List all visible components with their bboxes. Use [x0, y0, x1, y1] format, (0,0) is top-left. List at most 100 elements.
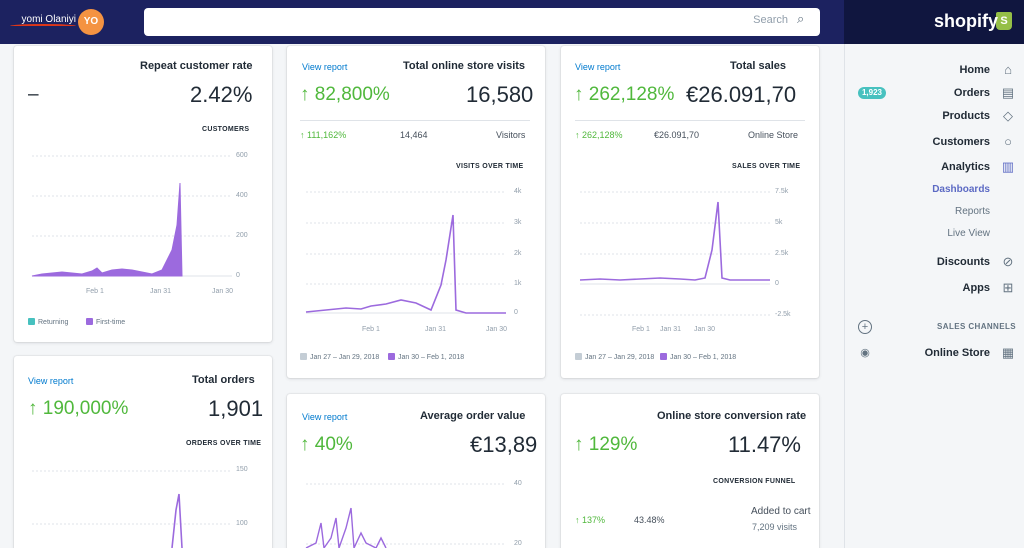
repeat-customer-change: – [28, 84, 39, 105]
apps-icon: ⊞ [1002, 280, 1014, 295]
sidebar-item-discounts[interactable]: Discounts [936, 256, 990, 268]
visits-row-label: Visitors [496, 130, 526, 140]
customers-chart [31, 155, 232, 277]
average-order-value-card [287, 394, 545, 548]
x-tick: Feb 1 [362, 326, 380, 333]
bar-chart-icon: ▥ [1001, 159, 1015, 174]
store-icon: ▦ [1001, 345, 1015, 360]
sidebar-sub-dashboards[interactable]: Dashboards [932, 184, 990, 195]
orders-over-time-heading: ORDERS OVER TIME [186, 440, 262, 447]
total-sales-view-report-link[interactable]: View report [575, 62, 621, 72]
sidebar [844, 44, 1024, 548]
customers-heading: CUSTOMERS [202, 126, 250, 133]
visits-value: 16,580 [466, 82, 534, 107]
tag-icon: ◇ [1003, 108, 1013, 123]
conversion-rate-value: 11.47% [728, 432, 801, 457]
sidebar-item-online-store[interactable]: Online Store [924, 347, 990, 359]
sidebar-sub-reports[interactable]: Reports [954, 206, 990, 217]
discount-icon: ⊘ [1002, 254, 1014, 269]
total-orders-card [14, 356, 272, 548]
shopify-bag-icon[interactable]: S [996, 12, 1012, 30]
y-tick: 20 [514, 540, 522, 547]
y-tick: 5k [775, 219, 783, 226]
orders-view-report-link[interactable]: View report [28, 376, 74, 386]
sidebar-item-home[interactable]: Home [959, 64, 990, 76]
average-order-value-change: ↑ 40% [300, 434, 353, 455]
aov-series-line [305, 507, 387, 548]
sales-channels-heading: SALES CHANNELS [937, 322, 1016, 331]
search-input[interactable] [144, 8, 820, 36]
y-tick: 1k [514, 280, 522, 287]
eye-icon[interactable]: ◉ [860, 347, 870, 359]
repeat-customer-title: Repeat customer rate [140, 60, 253, 72]
y-tick: 4k [514, 188, 522, 195]
orders-series-line [171, 493, 183, 548]
sidebar-item-products[interactable]: Products [942, 110, 990, 122]
search-placeholder: Search [753, 14, 788, 26]
y-tick: 7.5k [775, 188, 789, 195]
total-orders-change: ↑ 190,000% [28, 398, 129, 419]
divider [575, 120, 805, 121]
added-to-cart-visits: 7,209 visits [752, 522, 798, 532]
visits-series-line [305, 214, 506, 314]
total-sales-row-value: €26.091,70 [654, 130, 700, 140]
avatar[interactable]: YO [78, 9, 104, 35]
x-tick: Feb 1 [86, 288, 104, 295]
y-tick: 600 [236, 152, 248, 159]
repeat-customer-card [14, 46, 272, 342]
divider [300, 120, 530, 121]
x-tick: Jan 30 [212, 288, 234, 295]
y-tick: 0 [775, 280, 779, 287]
legend-current: Jan 30 – Feb 1, 2018 [660, 353, 736, 361]
person-icon: ○ [1004, 134, 1012, 149]
average-order-value: €13,89 [470, 432, 538, 457]
y-tick: 100 [236, 520, 248, 527]
sidebar-item-orders[interactable]: Orders [953, 87, 990, 99]
first-time-area [31, 182, 183, 277]
sidebar-item-apps[interactable]: Apps [962, 282, 991, 294]
sales-series-line [579, 201, 770, 281]
visits-title: Total online store visits [403, 60, 526, 72]
sales-over-time-chart [579, 191, 770, 316]
sidebar-sub-live-view[interactable]: Live View [947, 228, 990, 239]
y-tick: 40 [514, 480, 522, 487]
x-tick: Jan 31 [150, 288, 172, 295]
orders-badge: 1,923 [858, 87, 886, 99]
total-sales-card [561, 46, 819, 378]
added-to-cart-rate: 43.48% [634, 515, 665, 525]
legend-previous: Jan 27 – Jan 29, 2018 [575, 353, 654, 361]
total-sales-change: ↑ 262,128% [574, 84, 675, 105]
average-order-value-title: Average order value [420, 410, 526, 422]
conversion-rate-card [561, 394, 819, 548]
total-sales-title: Total sales [730, 60, 787, 72]
visits-row-value: 14,464 [400, 130, 428, 140]
visits-view-report-link[interactable]: View report [302, 62, 348, 72]
y-tick: 0 [236, 272, 240, 279]
home-icon: ⌂ [1004, 62, 1012, 77]
sales-over-time-heading: SALES OVER TIME [732, 163, 801, 170]
y-tick: 3k [514, 219, 522, 226]
aov-chart [305, 483, 506, 548]
orders-chart [32, 470, 232, 548]
total-sales-value: €26.091,70 [686, 82, 797, 107]
total-sales-row-label: Online Store [748, 130, 799, 140]
username[interactable]: yomi Olaniyi [21, 14, 76, 25]
visits-card [287, 46, 545, 378]
brand-area [844, 0, 1024, 44]
add-sales-channel-icon[interactable]: + [858, 320, 872, 334]
aov-view-report-link[interactable]: View report [302, 412, 348, 422]
sidebar-item-analytics[interactable]: Analytics [941, 161, 990, 173]
conversion-rate-change: ↑ 129% [574, 434, 638, 455]
y-tick: 2.5k [775, 250, 789, 257]
legend-current: Jan 30 – Feb 1, 2018 [388, 353, 464, 361]
visits-row-change: ↑ 111,162% [300, 130, 347, 140]
y-tick: 150 [236, 466, 248, 473]
sidebar-item-customers[interactable]: Customers [932, 136, 990, 148]
shopify-logo[interactable]: shopify [934, 11, 999, 31]
y-tick: 200 [236, 232, 248, 239]
added-to-cart-label: Added to cart [751, 506, 811, 517]
total-orders-title: Total orders [192, 374, 255, 386]
conversion-funnel-heading: CONVERSION FUNNEL [713, 478, 796, 485]
search-icon: ⌕ [797, 11, 805, 26]
x-tick: Jan 30 [694, 326, 716, 333]
